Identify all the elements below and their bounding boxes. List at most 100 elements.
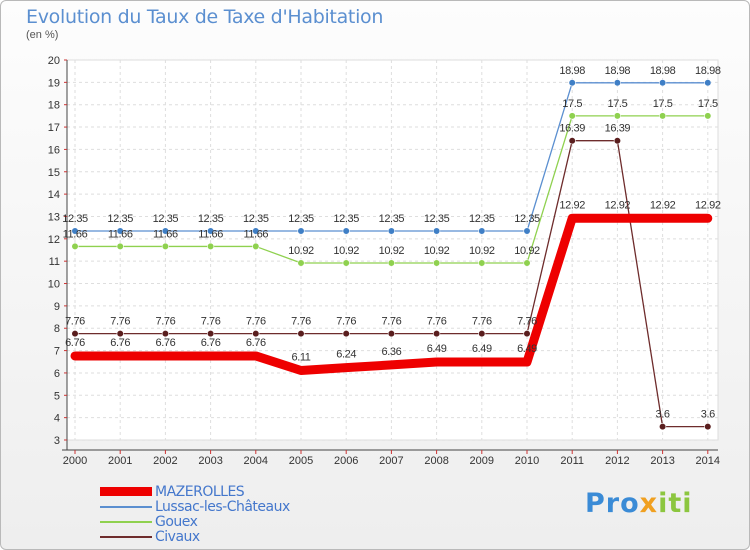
data-label: 6.76 <box>110 337 130 349</box>
y-tick-label: 3 <box>54 435 60 447</box>
data-label: 12.35 <box>424 213 450 225</box>
data-point <box>116 227 124 235</box>
data-label: 7.76 <box>336 316 356 328</box>
data-label: 12.92 <box>605 199 631 211</box>
series-civaux <box>71 137 712 431</box>
legend-item: Gouex <box>100 513 290 530</box>
x-tick-label: 2005 <box>289 455 313 467</box>
y-tick-label: 11 <box>49 256 60 268</box>
legend-swatch <box>100 505 152 508</box>
data-point <box>705 215 711 221</box>
data-point <box>478 330 486 338</box>
data-point <box>343 365 349 371</box>
data-label: 7.76 <box>291 316 311 328</box>
data-label: 17.5 <box>607 98 627 110</box>
data-point <box>253 353 259 359</box>
data-label: 17.5 <box>698 98 718 110</box>
data-label: 12.35 <box>333 213 359 225</box>
y-tick-label: 4 <box>54 413 60 425</box>
data-point <box>161 227 169 235</box>
data-label: 12.35 <box>514 213 540 225</box>
data-point <box>704 422 712 431</box>
y-tick-label: 13 <box>48 211 60 223</box>
data-label: 11.66 <box>153 228 178 240</box>
legend-item: MAZEROLLES <box>100 483 290 500</box>
data-point <box>433 227 441 235</box>
legend-item: Civaux <box>100 528 290 545</box>
x-tick-label: 2011 <box>560 455 584 467</box>
series-mazerolles <box>70 213 713 375</box>
data-point <box>658 112 667 120</box>
data-point <box>387 259 396 267</box>
series-layer <box>70 79 713 431</box>
data-label: 12.92 <box>650 199 676 211</box>
data-label: 6.36 <box>381 346 401 358</box>
data-point <box>207 242 215 251</box>
y-tick-label: 20 <box>48 55 60 67</box>
data-point <box>161 330 169 338</box>
legend-label: Gouex <box>155 513 198 530</box>
data-point <box>568 79 576 87</box>
data-point <box>252 242 260 251</box>
data-label: 17.5 <box>562 98 582 110</box>
data-label: 11.66 <box>243 228 268 240</box>
data-label: 16.39 <box>605 123 631 135</box>
chart-title: Evolution du Taux de Taxe d'Habitation <box>26 6 384 28</box>
x-tick-label: 2004 <box>244 455 268 467</box>
y-tick-label: 14 <box>48 189 60 201</box>
series-gouex <box>71 112 712 267</box>
data-point <box>614 215 620 221</box>
proxiti-logo: Proxiti <box>585 488 693 519</box>
legend-swatch <box>100 487 152 496</box>
data-point <box>433 259 441 267</box>
data-point <box>523 227 531 235</box>
legend-swatch <box>100 535 152 538</box>
data-point <box>207 330 215 338</box>
data-label: 11.66 <box>108 228 133 240</box>
legend-item: Lussac-les-Châteaux <box>100 499 290 515</box>
data-point <box>72 353 78 359</box>
data-point <box>704 79 712 87</box>
data-label: 10.92 <box>514 245 540 257</box>
x-tick-label: 2002 <box>153 455 177 467</box>
data-label: 12.35 <box>62 213 88 225</box>
legend-label: MAZEROLLES <box>155 483 245 500</box>
data-point <box>478 227 486 235</box>
data-point <box>116 330 124 338</box>
data-label: 18.98 <box>605 65 631 77</box>
y-tick-label: 7 <box>54 346 60 358</box>
data-point <box>613 112 622 120</box>
data-point <box>660 215 666 221</box>
data-point <box>658 79 667 87</box>
data-label: 6.76 <box>155 337 175 349</box>
data-label: 16.39 <box>559 123 585 135</box>
data-point <box>342 259 350 267</box>
data-label: 10.92 <box>469 245 495 257</box>
y-tick-label: 5 <box>54 390 60 402</box>
data-point <box>161 242 169 251</box>
data-point <box>342 330 350 338</box>
axes: 3 4 5 6 7 8 9 10 11 12 13 14 15 16 17 18 19 20 2000 2001 200… <box>48 55 720 467</box>
data-label: 6.76 <box>201 337 221 349</box>
data-point <box>71 330 79 338</box>
y-tick-label: 17 <box>48 122 60 134</box>
legend-label: Civaux <box>155 528 200 545</box>
data-label: 12.35 <box>153 213 179 225</box>
data-label: 6.49 <box>472 343 492 355</box>
data-label: 12.35 <box>243 213 269 225</box>
y-tick-label: 15 <box>48 167 60 179</box>
data-point <box>342 227 350 235</box>
data-point <box>297 330 305 338</box>
data-label: 6.49 <box>427 343 447 355</box>
y-tick-label: 12 <box>48 234 60 246</box>
data-label: 11.66 <box>198 228 223 240</box>
data-label: 18.98 <box>559 65 585 77</box>
data-point <box>298 367 304 373</box>
data-label: 18.98 <box>695 65 721 77</box>
logo-part-x: x <box>639 488 659 519</box>
data-point <box>433 330 441 338</box>
data-point <box>207 227 215 235</box>
y-tick-label: 16 <box>48 144 60 156</box>
data-label: 7.76 <box>517 316 537 328</box>
